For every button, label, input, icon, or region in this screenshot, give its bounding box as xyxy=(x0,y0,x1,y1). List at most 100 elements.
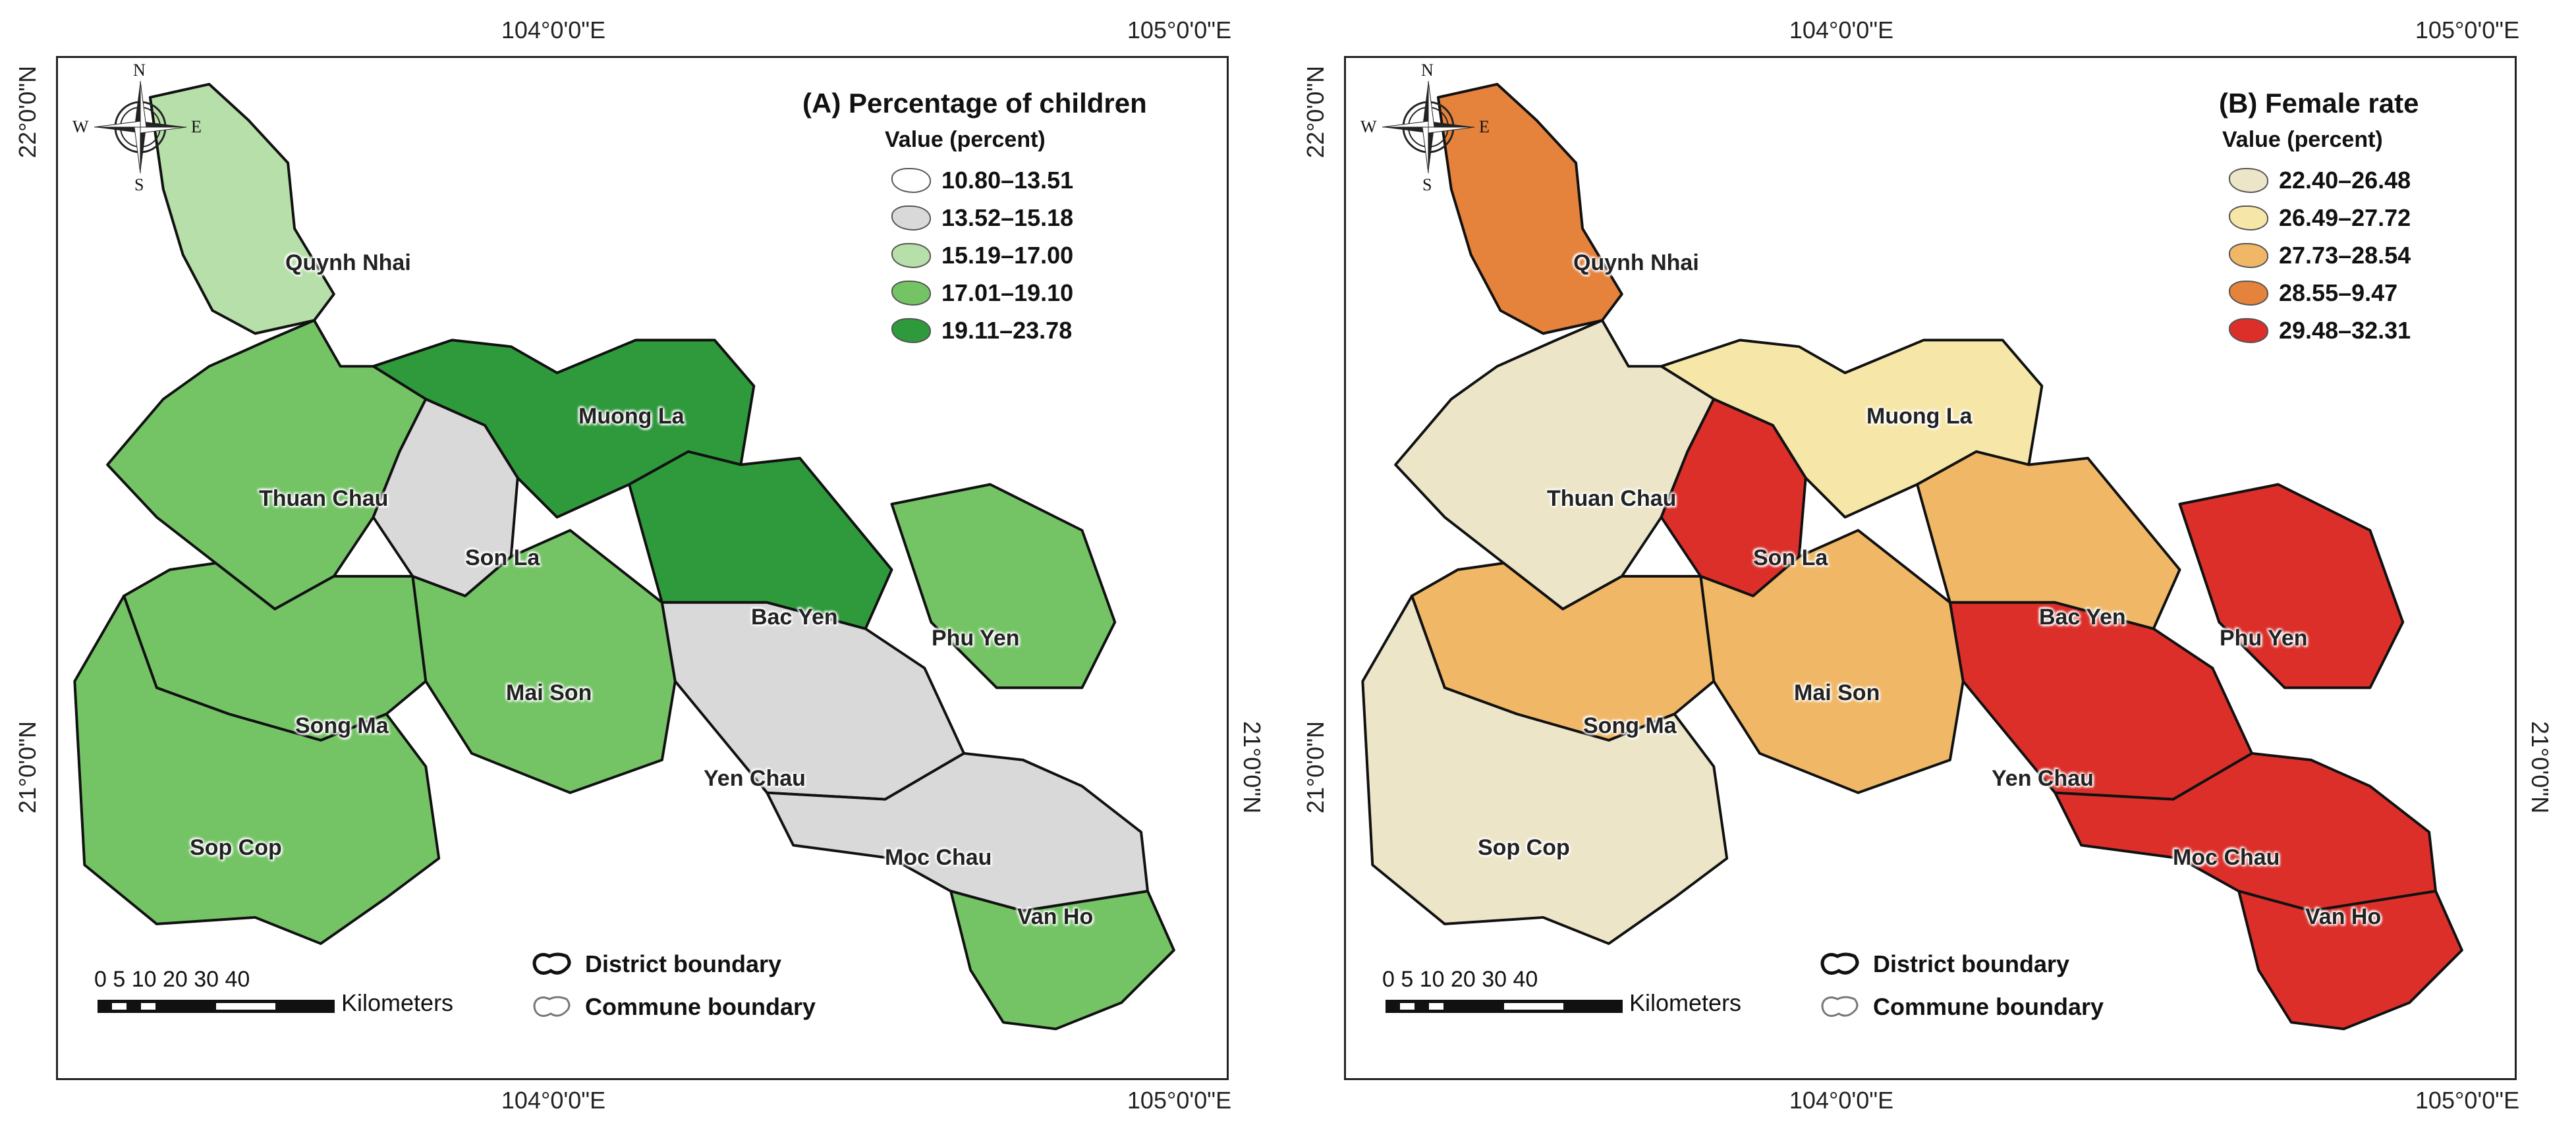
legend-swatch-b0 xyxy=(2229,168,2268,193)
district-label-phu-yen: Phu Yen xyxy=(932,626,1020,651)
compass-n: N xyxy=(1421,61,1434,80)
lat-tick-left-22: 22°0'0"N xyxy=(1302,65,1329,159)
legend-item: 10.80–13.51 xyxy=(891,167,1073,194)
lon-tick-top-105: 105°0'0"E xyxy=(2415,16,2520,43)
legend-item: 28.55–9.47 xyxy=(2229,279,2397,307)
north-arrow: N S E W xyxy=(72,61,202,194)
scale-bar-numbers: 0 5 10 20 30 40 xyxy=(1382,967,1538,992)
legend-commune-boundary: Commune boundary xyxy=(532,993,816,1021)
district-label-mai-son: Mai Son xyxy=(1794,680,1880,705)
commune-boundary-icon xyxy=(1821,996,1859,1017)
district-label-thuan-chau: Thuan Chau xyxy=(1547,486,1677,511)
district-label-sop-cop: Sop Cop xyxy=(1478,835,1570,860)
lon-tick-bottom-105: 105°0'0"E xyxy=(2415,1087,2520,1114)
legend-item: 27.73–28.54 xyxy=(2229,242,2411,269)
district-label-yen-chau: Yen Chau xyxy=(1992,766,2094,791)
district-polygon-5 xyxy=(890,483,1117,690)
lon-tick-top-105: 105°0'0"E xyxy=(1127,16,1232,43)
district-label-phu-yen: Phu Yen xyxy=(2220,626,2308,651)
district-label-sop-cop: Sop Cop xyxy=(190,835,282,860)
panel-title-a: (A) Percentage of children xyxy=(802,88,1147,119)
legend-district-boundary: District boundary xyxy=(532,950,781,978)
compass-rose-icon xyxy=(94,80,187,174)
scale-bar-unit: Kilometers xyxy=(1629,989,1742,1016)
district-polygon-5 xyxy=(2178,483,2405,690)
map-frame-b: N S E W (B) Female rate Value (percent) … xyxy=(1344,56,2517,1080)
lon-tick-bottom-104: 104°0'0"E xyxy=(501,1087,606,1114)
legend-item: 15.19–17.00 xyxy=(891,242,1073,269)
legend-title-b: Value (percent) xyxy=(2222,127,2383,152)
compass-s: S xyxy=(1422,175,1432,194)
district-label-bac-yen: Bac Yen xyxy=(2039,605,2126,630)
legend-swatch-b1 xyxy=(2229,205,2268,231)
district-polygon-9 xyxy=(1361,594,1729,945)
district-label-muong-la: Muong La xyxy=(1866,404,1973,429)
legend-title-a: Value (percent) xyxy=(885,127,1046,152)
lat-tick-left-21: 21°0'0"N xyxy=(14,721,41,814)
district-label-thuan-chau: Thuan Chau xyxy=(259,486,389,511)
legend-swatch-b3 xyxy=(2229,281,2268,306)
scale-bar xyxy=(1386,1000,1623,1013)
district-label-yen-chau: Yen Chau xyxy=(704,766,806,791)
lat-tick-left-22: 22°0'0"N xyxy=(14,65,41,159)
legend-item: 13.52–15.18 xyxy=(891,204,1073,232)
panel-title-b: (B) Female rate xyxy=(2219,88,2419,119)
district-label-mai-son: Mai Son xyxy=(506,680,592,705)
lon-tick-top-104: 104°0'0"E xyxy=(501,16,606,43)
legend-item: 19.11–23.78 xyxy=(891,317,1072,344)
district-polygon-0 xyxy=(148,82,335,335)
legend-swatch-a1 xyxy=(891,205,931,231)
legend-commune-boundary: Commune boundary xyxy=(1820,993,2104,1021)
district-label-bac-yen: Bac Yen xyxy=(751,605,838,630)
lon-tick-bottom-104: 104°0'0"E xyxy=(1789,1087,1894,1114)
compass-rose-icon xyxy=(1382,80,1475,174)
legend-item: 26.49–27.72 xyxy=(2229,204,2411,232)
district-polygon-9 xyxy=(73,594,441,945)
district-label-son-la: Son La xyxy=(465,545,540,570)
legend-swatch-a3 xyxy=(891,281,931,306)
panel-a: 104°0'0"E 105°0'0"E 104°0'0"E 105°0'0"E … xyxy=(14,16,1266,1114)
commune-boundary-icon xyxy=(533,996,571,1017)
district-polygon-11 xyxy=(949,890,1175,1031)
district-polygon-10 xyxy=(766,751,1150,912)
scale-bar-unit: Kilometers xyxy=(341,989,454,1016)
district-label-muong-la: Muong La xyxy=(578,404,685,429)
district-boundary-icon xyxy=(532,952,571,975)
lat-tick-left-21: 21°0'0"N xyxy=(1302,721,1329,814)
scale-bar-numbers: 0 5 10 20 30 40 xyxy=(94,967,250,992)
legend-swatch-a0 xyxy=(891,168,931,193)
choropleth-map-b xyxy=(1361,82,2463,1031)
legend-swatch-a4 xyxy=(891,318,931,343)
lon-tick-top-104: 104°0'0"E xyxy=(1789,16,1894,43)
compass-s: S xyxy=(134,175,144,194)
legend-swatch-b2 xyxy=(2229,243,2268,268)
compass-e: E xyxy=(1479,117,1490,136)
district-label-van-ho: Van Ho xyxy=(2305,904,2382,929)
compass-e: E xyxy=(191,117,202,136)
legend-district-boundary: District boundary xyxy=(1820,950,2069,978)
panel-b: 104°0'0"E 105°0'0"E 104°0'0"E 105°0'0"E … xyxy=(1288,0,2576,1144)
district-polygon-0 xyxy=(1436,82,1623,335)
district-label-song-ma: Song Ma xyxy=(1583,713,1677,738)
compass-w: W xyxy=(1360,117,1377,136)
district-label-van-ho: Van Ho xyxy=(1017,904,1094,929)
district-boundary-icon xyxy=(1820,952,1859,975)
district-label-moc-chau: Moc Chau xyxy=(885,845,992,870)
district-label-quynh-nhai: Quynh Nhai xyxy=(1573,250,1699,275)
district-label-son-la: Son La xyxy=(1753,545,1828,570)
scale-bar xyxy=(98,1000,335,1013)
legend-swatch-b4 xyxy=(2229,318,2268,343)
district-label-song-ma: Song Ma xyxy=(295,713,389,738)
lat-tick-right-21: 21°0'0"N xyxy=(2527,721,2554,814)
district-label-quynh-nhai: Quynh Nhai xyxy=(285,250,411,275)
compass-w: W xyxy=(72,117,89,136)
legend-swatch-a2 xyxy=(891,243,931,268)
legend-item: 22.40–26.48 xyxy=(2229,167,2411,194)
lon-tick-bottom-105: 105°0'0"E xyxy=(1127,1087,1232,1114)
legend-item: 17.01–19.10 xyxy=(891,279,1073,307)
legend-item: 29.48–32.31 xyxy=(2229,317,2411,344)
district-label-moc-chau: Moc Chau xyxy=(2173,845,2280,870)
map-frame-a: N S E W (A) Percentage of children Value… xyxy=(56,56,1229,1080)
choropleth-map-a xyxy=(73,82,1175,1031)
north-arrow: N S E W xyxy=(1360,61,1490,194)
